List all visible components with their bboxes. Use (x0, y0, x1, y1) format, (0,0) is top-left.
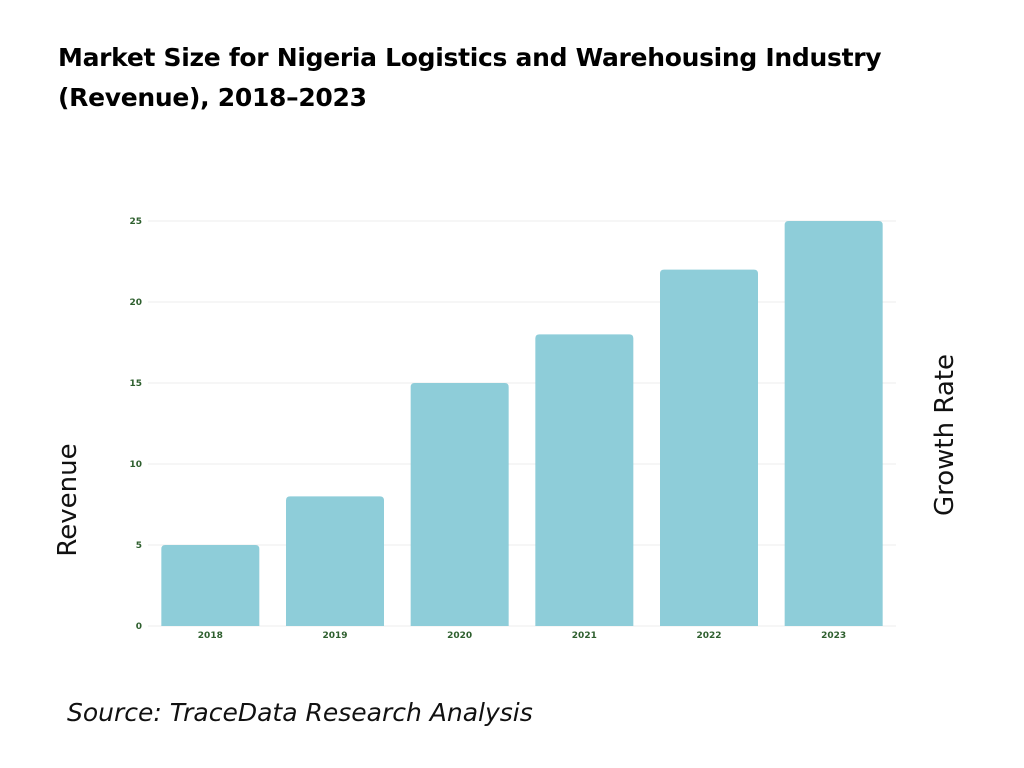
y-tick-label: 10 (129, 460, 142, 470)
x-tick-label: 2020 (447, 631, 472, 641)
x-tick-label: 2023 (821, 631, 846, 641)
x-tick-label: 2022 (696, 631, 721, 641)
y-tick-label: 15 (129, 379, 142, 389)
chart-title: Market Size for Nigeria Logistics and Wa… (58, 38, 958, 118)
secondary-y-axis-title: Growth Rate (930, 354, 960, 516)
y-axis-ticks: 0 5 10 15 20 25 (129, 217, 142, 632)
y-tick-label: 5 (136, 541, 142, 551)
y-axis-title: Revenue (53, 443, 83, 556)
bar-2019 (286, 496, 384, 626)
chart-title-line1: Market Size for Nigeria Logistics and Wa… (58, 43, 882, 72)
bar-2021 (535, 334, 634, 626)
x-axis-ticks: 2018 2019 2020 2021 2022 2023 (198, 631, 846, 641)
bar-2023 (784, 221, 883, 626)
gridlines (148, 220, 896, 627)
y-tick-label: 20 (129, 298, 142, 308)
x-tick-label: 2018 (198, 631, 223, 641)
source-note: Source: TraceData Research Analysis (67, 698, 533, 727)
x-tick-label: 2019 (322, 631, 347, 641)
y-tick-label: 0 (136, 622, 142, 632)
x-tick-label: 2021 (572, 631, 597, 641)
bar-2022 (660, 269, 758, 626)
chart-title-line2: (Revenue), 2018–2023 (58, 83, 367, 112)
bars (161, 221, 883, 626)
y-tick-label: 25 (129, 217, 142, 227)
bar-2018 (161, 545, 260, 626)
bar-2020 (410, 383, 509, 626)
